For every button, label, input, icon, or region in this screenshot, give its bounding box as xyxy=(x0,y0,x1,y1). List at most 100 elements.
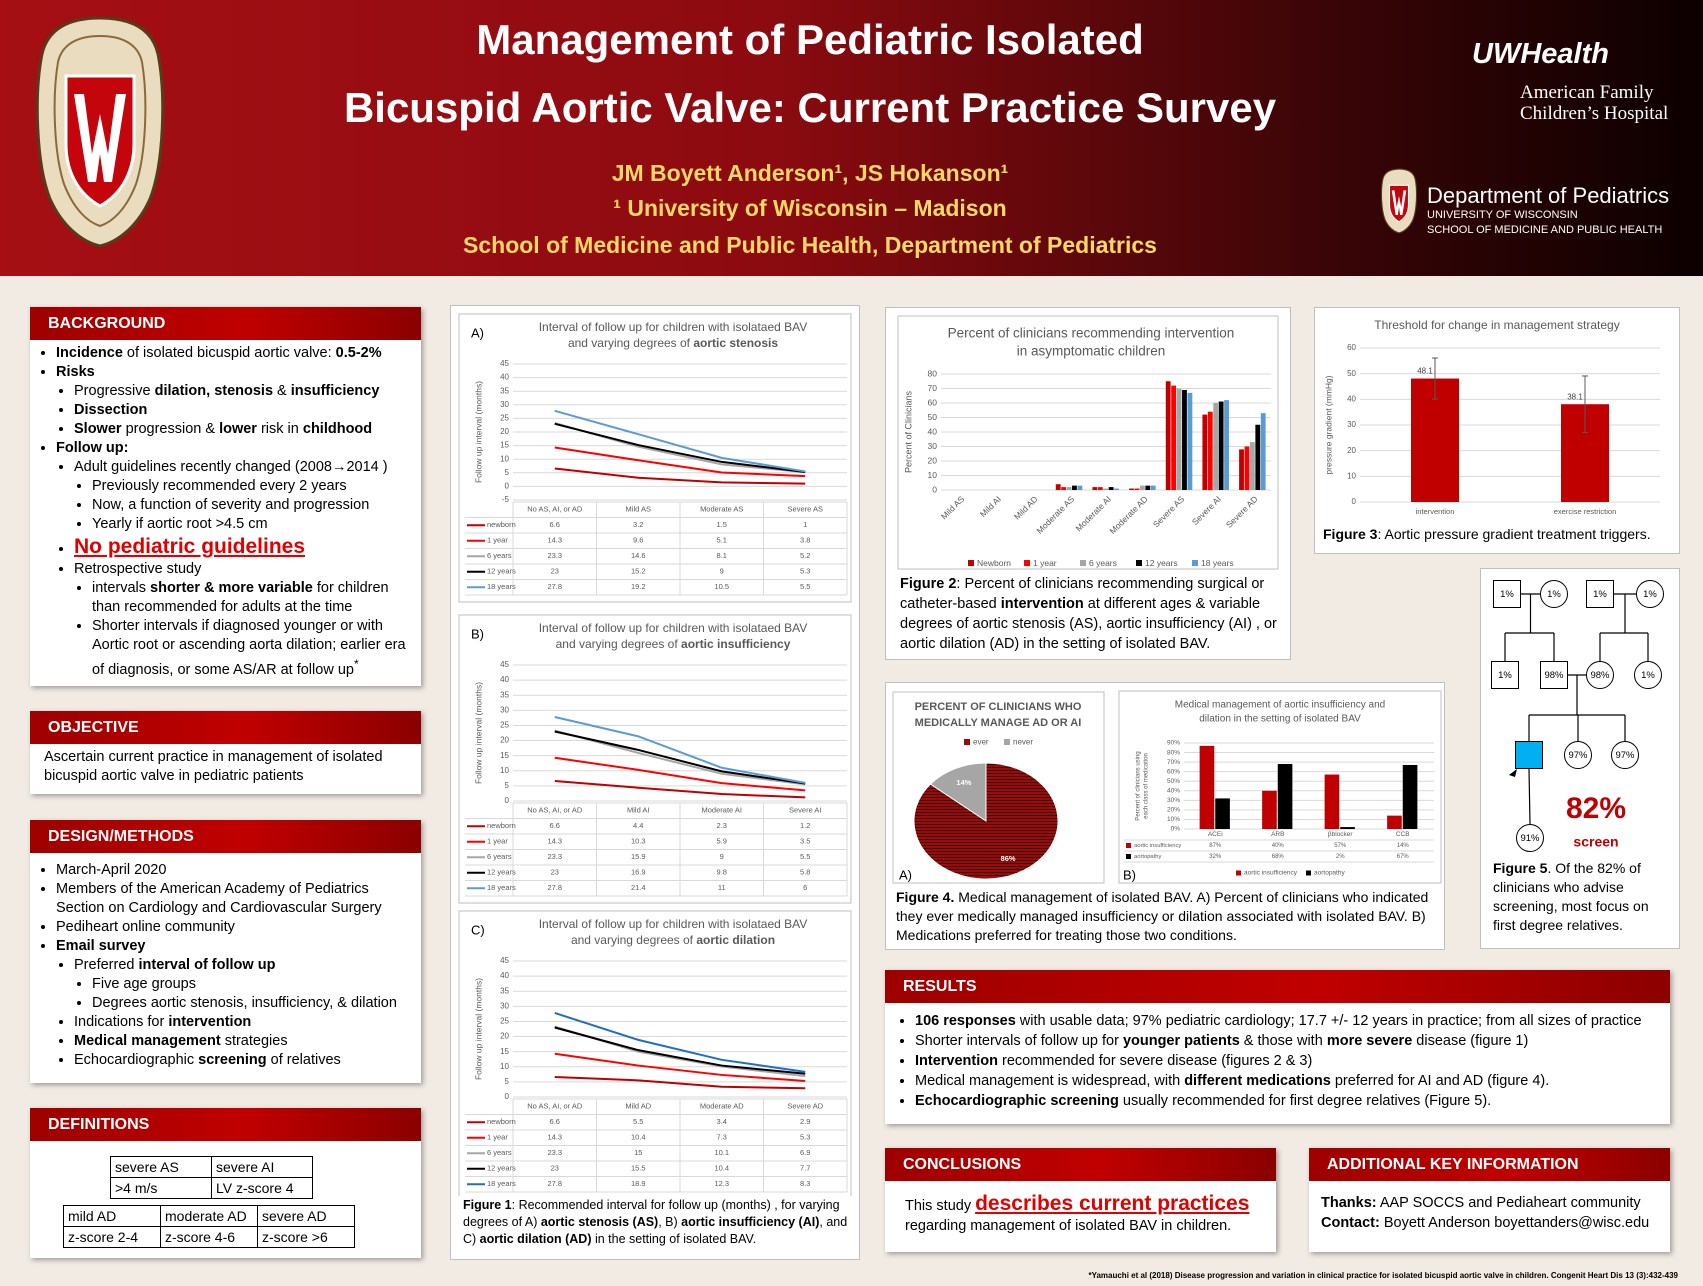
series-line xyxy=(554,1052,806,1082)
bold-text: aortic dilation xyxy=(696,933,775,947)
table-value: 16.9 xyxy=(631,868,646,877)
bar xyxy=(1187,392,1193,490)
panel-label: B) xyxy=(1123,867,1136,882)
table-value: 14.3 xyxy=(547,1133,562,1142)
legend-label: 1 year xyxy=(1033,558,1057,568)
text-run: Medical management is widespread, with xyxy=(915,1073,1185,1089)
x-tick-label: Moderate AD xyxy=(700,1102,744,1111)
table-value: 5.8 xyxy=(800,868,810,877)
bullet-list: Previously recommended every 2 years Now,… xyxy=(74,477,413,534)
legend-label: aortic insufficiency xyxy=(1134,843,1181,849)
affiliation: ¹ University of Wisconsin – Madison xyxy=(613,195,1007,221)
y-tick-label: 10 xyxy=(1347,471,1356,480)
table-cell: >4 m/s xyxy=(110,1177,212,1199)
table-value: 7.7 xyxy=(800,1164,810,1173)
x-tick-label: ACEi xyxy=(1208,831,1223,838)
node-label: 1% xyxy=(1547,589,1561,600)
y-tick-label: 25 xyxy=(500,721,509,730)
value-label: 14% xyxy=(956,778,971,787)
legend-label: Newborn xyxy=(977,558,1011,568)
text-run: Now, a function of severity and progress… xyxy=(92,497,370,513)
text-run: preferred for AI and AD (figure 4). xyxy=(1330,1073,1550,1089)
bold-text: aortic insufficiency xyxy=(681,637,791,651)
legend-label: aortopathy xyxy=(1314,870,1345,877)
table-value: 23.3 xyxy=(547,551,562,560)
bar xyxy=(1108,487,1114,490)
node-label: 91% xyxy=(1520,833,1540,844)
highlight-value: 82% xyxy=(1566,792,1626,825)
y-tick-label: 80% xyxy=(1167,749,1180,756)
y-tick-label: 15 xyxy=(500,1047,509,1056)
list-item: Shorter intervals of follow up for young… xyxy=(915,1031,1658,1051)
hospital-name: Children’s Hospital xyxy=(1520,103,1669,124)
list-item: No pediatric guidelines xyxy=(74,534,413,560)
table-value: 6.6 xyxy=(550,821,560,830)
list-item: Members of the American Academy of Pedia… xyxy=(56,880,413,918)
bar xyxy=(1324,774,1340,829)
pedigree-male xyxy=(1493,580,1521,608)
y-tick-label: 30 xyxy=(500,705,509,714)
y-tick-label: 10% xyxy=(1167,816,1180,823)
legend-label: 18 years xyxy=(487,582,516,591)
table-row: severe AS severe AI xyxy=(110,1156,313,1178)
table-value: 10.1 xyxy=(714,1148,729,1157)
y-axis-label: Percent of clinicians using xyxy=(1136,751,1142,820)
bold-text: aortic dilation (AD) xyxy=(479,1232,592,1246)
text-run: strategies xyxy=(220,1033,288,1049)
bold-text: different medications xyxy=(1184,1073,1331,1089)
table-value: 1.5 xyxy=(717,520,727,529)
value-label: 38.1 xyxy=(1567,392,1583,401)
x-tick-label: No AS, AI, or AD xyxy=(527,505,583,514)
text-run: disease (figure 1) xyxy=(1412,1033,1529,1049)
table-row: >4 m/s LV z-score 4 xyxy=(110,1177,313,1199)
legend-label: 18 years xyxy=(1201,558,1234,568)
y-tick-label: 45 xyxy=(500,660,509,669)
y-tick-label: 30 xyxy=(928,441,938,451)
list-item: Shorter intervals if diagnosed younger o… xyxy=(92,617,413,680)
x-tick-label: exercise restriction xyxy=(1554,507,1617,516)
table-value: 2% xyxy=(1336,854,1345,860)
y-tick-label: 70% xyxy=(1167,759,1180,766)
x-tick-label: CCB xyxy=(1396,831,1410,838)
figure-caption: Figure 3: Aortic pressure gradient treat… xyxy=(1323,525,1673,544)
y-tick-label: 0% xyxy=(1171,826,1181,833)
table-cell: LV z-score 4 xyxy=(211,1177,313,1199)
figure-3: Threshold for change in management strat… xyxy=(1314,307,1680,554)
bold-text: shorter & more variable xyxy=(150,580,313,596)
legend-label: 1 year xyxy=(487,536,508,545)
bar xyxy=(1224,400,1229,490)
bold-text: Thanks: xyxy=(1321,1195,1377,1211)
series-line xyxy=(554,409,806,473)
y-tick-label: 20 xyxy=(500,427,509,436)
y-tick-label: 40 xyxy=(1347,394,1356,403)
list-item: Pediheart online community xyxy=(56,918,413,937)
proband-arrow xyxy=(1509,769,1517,777)
table-value: 18.9 xyxy=(631,1179,646,1188)
bar xyxy=(1239,449,1244,490)
y-tick-label: 15 xyxy=(500,441,509,450)
chart-title: Interval of follow up for children with … xyxy=(539,621,808,635)
table-row: mild AD moderate AD severe AD xyxy=(63,1205,355,1227)
chart-title: Medical management of aortic insufficien… xyxy=(1175,700,1385,711)
pedigree-female xyxy=(1564,741,1592,769)
table-value: 15.2 xyxy=(631,567,646,576)
pedigree-female xyxy=(1634,661,1662,689)
x-tick-label: Moderate AS xyxy=(700,505,743,514)
table-value: 1 xyxy=(803,520,807,529)
table-value: 6.6 xyxy=(550,520,560,529)
chart-subtitle: and varying degrees of aortic stenosis xyxy=(568,336,778,350)
y-tick-label: 40% xyxy=(1167,787,1180,794)
y-axis-label: pressure gradient (mmHg) xyxy=(1323,375,1333,474)
y-tick-label: 40 xyxy=(500,971,509,980)
bar xyxy=(1103,488,1109,490)
y-tick-label: 20 xyxy=(1347,446,1356,455)
y-tick-label: 15 xyxy=(500,751,509,760)
y-tick-label: 10 xyxy=(500,454,509,463)
table-value: 5.2 xyxy=(800,551,810,560)
pedigree-female xyxy=(1611,741,1639,769)
definition-table: severe AS severe AI >4 m/s LV z-score 4 xyxy=(110,1156,313,1199)
list-item: Degrees aortic stenosis, insufficiency, … xyxy=(92,994,413,1013)
section-body: This study describes current practices r… xyxy=(885,1181,1276,1246)
legend-swatch xyxy=(1126,843,1131,848)
hospital-name: American Family xyxy=(1520,82,1654,103)
